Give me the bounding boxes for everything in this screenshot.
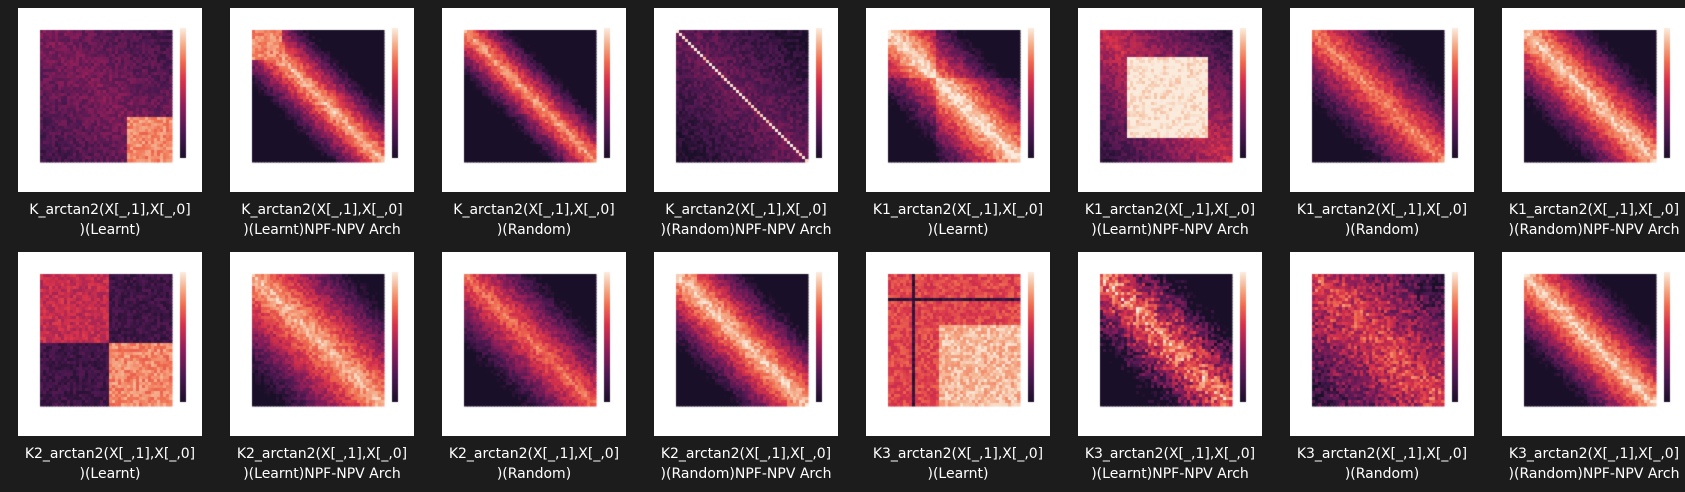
file-name-label: K1_arctan2(X[_,1],X[_,0] )(Random)NPF-NP…: [1508, 202, 1680, 238]
file-name-label: K3_arctan2(X[_,1],X[_,0] )(Learnt): [872, 446, 1044, 482]
heatmap-thumbnail[interactable]: [230, 8, 414, 192]
heatmap-image: [654, 8, 838, 192]
heatmap-thumbnail[interactable]: [1502, 8, 1685, 192]
heatmap-image: [1290, 252, 1474, 436]
file-tile[interactable]: K1_arctan2(X[_,1],X[_,0] )(Learnt): [852, 8, 1064, 240]
file-tile[interactable]: K2_arctan2(X[_,1],X[_,0] )(Random): [428, 252, 640, 484]
file-name-label: K_arctan2(X[_,1],X[_,0] )(Random): [453, 202, 615, 238]
heatmap-image: [230, 252, 414, 436]
file-name-label: K2_arctan2(X[_,1],X[_,0] )(Random): [448, 446, 620, 482]
file-name-label: K_arctan2(X[_,1],X[_,0] )(Learnt): [29, 202, 191, 238]
file-name-label: K3_arctan2(X[_,1],X[_,0] )(Random)NPF-NP…: [1508, 446, 1680, 482]
file-name-label: K1_arctan2(X[_,1],X[_,0] )(Learnt): [872, 202, 1044, 238]
heatmap-thumbnail[interactable]: [866, 8, 1050, 192]
heatmap-image: [1290, 8, 1474, 192]
heatmap-image: [442, 8, 626, 192]
heatmap-image: [1502, 252, 1685, 436]
file-tile[interactable]: K1_arctan2(X[_,1],X[_,0] )(Random): [1276, 8, 1488, 240]
heatmap-thumbnail[interactable]: [1290, 8, 1474, 192]
file-name-label: K2_arctan2(X[_,1],X[_,0] )(Learnt)NPF-NP…: [236, 446, 408, 482]
file-name-label: K2_arctan2(X[_,1],X[_,0] )(Random)NPF-NP…: [660, 446, 832, 482]
file-tile[interactable]: K2_arctan2(X[_,1],X[_,0] )(Learnt)NPF-NP…: [216, 252, 428, 484]
heatmap-thumbnail[interactable]: [442, 8, 626, 192]
heatmap-thumbnail[interactable]: [230, 252, 414, 436]
heatmap-thumbnail[interactable]: [18, 8, 202, 192]
file-name-label: K_arctan2(X[_,1],X[_,0] )(Random)NPF-NPV…: [660, 202, 832, 238]
file-name-label: K2_arctan2(X[_,1],X[_,0] )(Learnt): [24, 446, 196, 482]
heatmap-image: [654, 252, 838, 436]
heatmap-image: [1502, 8, 1685, 192]
file-tile[interactable]: K3_arctan2(X[_,1],X[_,0] )(Random)NPF-NP…: [1488, 252, 1685, 484]
file-tile[interactable]: K_arctan2(X[_,1],X[_,0] )(Learnt)NPF-NPV…: [216, 8, 428, 240]
heatmap-image: [18, 8, 202, 192]
heatmap-image: [442, 252, 626, 436]
heatmap-thumbnail[interactable]: [866, 252, 1050, 436]
file-tile[interactable]: K_arctan2(X[_,1],X[_,0] )(Random)NPF-NPV…: [640, 8, 852, 240]
file-tile[interactable]: K_arctan2(X[_,1],X[_,0] )(Learnt): [4, 8, 216, 240]
heatmap-thumbnail[interactable]: [654, 252, 838, 436]
file-name-label: K3_arctan2(X[_,1],X[_,0] )(Random): [1296, 446, 1468, 482]
heatmap-thumbnail[interactable]: [442, 252, 626, 436]
file-tile[interactable]: K3_arctan2(X[_,1],X[_,0] )(Learnt)NPF-NP…: [1064, 252, 1276, 484]
file-name-label: K_arctan2(X[_,1],X[_,0] )(Learnt)NPF-NPV…: [241, 202, 403, 238]
heatmap-image: [1078, 252, 1262, 436]
file-tile[interactable]: K_arctan2(X[_,1],X[_,0] )(Random): [428, 8, 640, 240]
file-name-label: K3_arctan2(X[_,1],X[_,0] )(Learnt)NPF-NP…: [1084, 446, 1256, 482]
heatmap-thumbnail[interactable]: [18, 252, 202, 436]
file-tile[interactable]: K1_arctan2(X[_,1],X[_,0] )(Learnt)NPF-NP…: [1064, 8, 1276, 240]
heatmap-image: [1078, 8, 1262, 192]
file-tile[interactable]: K2_arctan2(X[_,1],X[_,0] )(Learnt): [4, 252, 216, 484]
heatmap-thumbnail[interactable]: [1502, 252, 1685, 436]
heatmap-thumbnail[interactable]: [1078, 252, 1262, 436]
file-tile[interactable]: K3_arctan2(X[_,1],X[_,0] )(Learnt): [852, 252, 1064, 484]
file-name-label: K1_arctan2(X[_,1],X[_,0] )(Learnt)NPF-NP…: [1084, 202, 1256, 238]
heatmap-thumbnail[interactable]: [1078, 8, 1262, 192]
heatmap-image: [866, 8, 1050, 192]
file-tile[interactable]: K3_arctan2(X[_,1],X[_,0] )(Random): [1276, 252, 1488, 484]
heatmap-image: [866, 252, 1050, 436]
heatmap-thumbnail[interactable]: [654, 8, 838, 192]
file-name-label: K1_arctan2(X[_,1],X[_,0] )(Random): [1296, 202, 1468, 238]
heatmap-image: [18, 252, 202, 436]
heatmap-thumbnail[interactable]: [1290, 252, 1474, 436]
heatmap-image: [230, 8, 414, 192]
file-tile[interactable]: K1_arctan2(X[_,1],X[_,0] )(Random)NPF-NP…: [1488, 8, 1685, 240]
file-tile[interactable]: K2_arctan2(X[_,1],X[_,0] )(Random)NPF-NP…: [640, 252, 852, 484]
